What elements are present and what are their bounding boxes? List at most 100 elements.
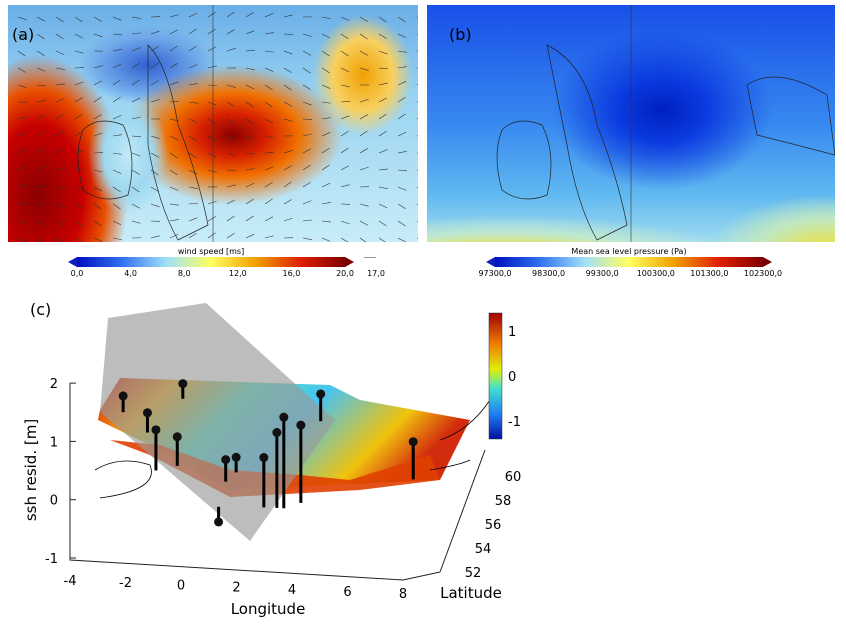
wind-vector [150, 30, 160, 35]
wind-vector [74, 220, 83, 227]
wind-vector [207, 118, 216, 124]
wind-vector [188, 45, 197, 52]
wind-vector [17, 237, 27, 242]
wind-vector [321, 202, 331, 205]
wind-vector [36, 33, 45, 40]
wind-vector [188, 83, 198, 86]
wind-vector [378, 149, 388, 154]
station-marker [221, 455, 231, 465]
wind-vector [283, 33, 294, 35]
wind-vector [359, 99, 369, 103]
colorbar-tick-label: 102300,0 [743, 269, 783, 278]
wind-vector [55, 220, 64, 226]
wind-vector [283, 118, 293, 122]
wind-vector [74, 50, 84, 54]
x-tick-label: 4 [288, 583, 296, 598]
wind-vector [74, 131, 84, 137]
wind-vector [74, 237, 83, 242]
colorbar-tick-label: 98300,0 [532, 269, 566, 278]
wind-vector [340, 33, 349, 40]
y-tick-label: 60 [505, 470, 522, 485]
wind-vector [245, 135, 255, 140]
wind-vector [283, 199, 292, 205]
wind-vector [226, 101, 236, 107]
wind-vector [131, 47, 141, 52]
wind-vector [397, 220, 406, 227]
wind-vector [131, 116, 141, 120]
vector-legend-label: 17,0 [367, 269, 385, 278]
wind-vector [188, 232, 197, 239]
x-tick-label: 8 [399, 587, 407, 602]
colorbar-b-title: Mean sea level pressure (Pa) [571, 247, 687, 256]
wind-vector [245, 12, 254, 18]
wind-vector [397, 237, 407, 242]
wind-vector [169, 233, 179, 239]
x-tick-label: 2 [232, 581, 240, 596]
wind-vector [378, 130, 387, 137]
wind-vector [226, 11, 235, 18]
xlabel: Longitude [231, 600, 306, 618]
wind-vector [112, 96, 121, 103]
y-tick-label: 54 [475, 542, 492, 557]
wind-vector [207, 84, 217, 86]
wind-vector [378, 237, 386, 242]
wind-vector [150, 62, 159, 69]
wind-vector [169, 81, 179, 86]
wind-vector [264, 182, 273, 188]
wind-vector [302, 33, 312, 37]
wind-vector [112, 48, 122, 52]
wind-vector [264, 118, 274, 124]
colorbar-a [77, 257, 345, 267]
wind-vector [245, 67, 255, 71]
wind-vector [36, 130, 45, 137]
wind-vector [340, 50, 349, 57]
wind-vector [264, 32, 274, 35]
wind-vector [93, 237, 103, 242]
wind-vector [169, 152, 178, 159]
wind-vector [55, 167, 65, 171]
z-tick-label: 1 [50, 435, 58, 450]
wind-vector [93, 16, 102, 22]
wind-vector [55, 237, 63, 242]
wind-vector [283, 181, 292, 188]
wind-vector [245, 101, 254, 108]
wind-vector [226, 48, 236, 52]
wind-vector [150, 135, 160, 139]
colorbar-b [495, 257, 763, 267]
colorbar-tick-label: 20,0 [336, 269, 354, 278]
wind-vector [112, 33, 122, 36]
wind-speed-map: (a) [8, 5, 418, 242]
wind-vector [302, 181, 311, 188]
wind-vector [321, 237, 331, 242]
wind-vector [188, 169, 198, 175]
y-tick-label: 58 [495, 494, 512, 509]
colorbar-tick-label: 8,0 [177, 269, 191, 278]
wind-vector [55, 33, 64, 40]
colorbar-tick-label: 4,0 [124, 269, 137, 278]
wind-vector [112, 203, 121, 210]
wind-vector [359, 166, 369, 171]
wind-vector [169, 203, 179, 206]
wind-vector [378, 67, 388, 69]
wind-vector [302, 148, 312, 154]
wind-vector [378, 50, 388, 55]
wind-vector [188, 101, 198, 104]
coastline-3d [94, 399, 491, 499]
station-marker [272, 428, 282, 438]
panel-label-b: (b) [449, 25, 472, 44]
wind-vector [55, 148, 65, 154]
station-marker [316, 389, 326, 399]
wind-vector [264, 235, 274, 239]
wind-vector [17, 147, 26, 154]
wind-vector [245, 49, 255, 52]
wind-vector [264, 198, 273, 205]
wind-vector [74, 186, 84, 190]
wind-vector [36, 220, 46, 225]
wind-vector [283, 50, 293, 55]
wind-vector [340, 67, 350, 73]
wind-vector [321, 220, 331, 223]
colorbar-c-tick-label: 0 [508, 370, 516, 385]
wind-vector [112, 169, 122, 174]
wind-vector [169, 29, 179, 35]
wind-vector [359, 203, 369, 207]
